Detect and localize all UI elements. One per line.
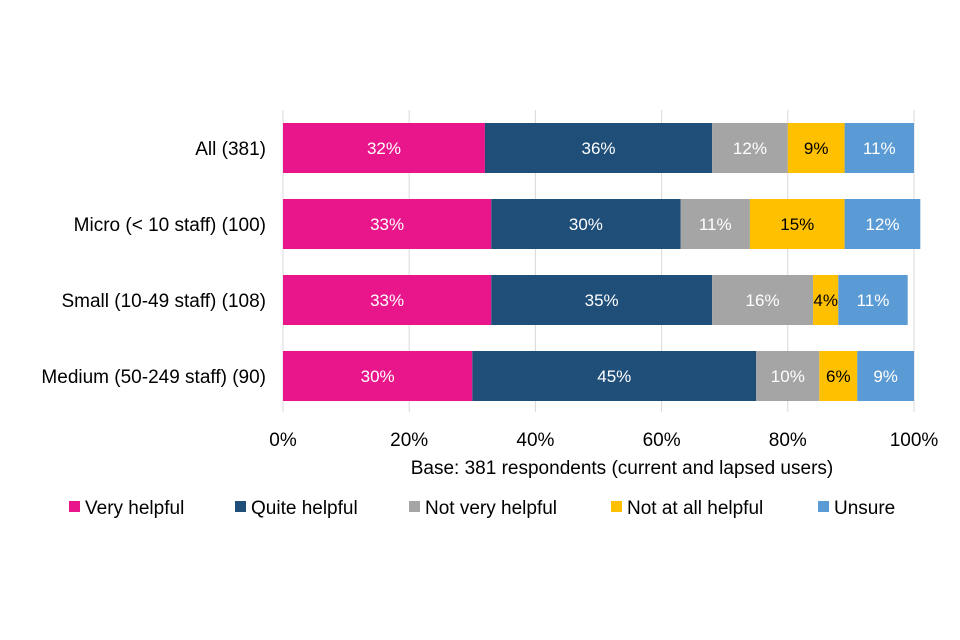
data-label: 4% <box>813 291 838 310</box>
bar-segment <box>813 275 839 325</box>
legend-item: Quite helpful <box>235 498 358 519</box>
bar-segment <box>756 351 820 401</box>
x-axis-label: Base: 381 respondents (current and lapse… <box>411 458 833 479</box>
bar-segment <box>819 351 858 401</box>
category-labels: All (381) Micro (< 10 staff) (100) Small (… <box>41 139 266 388</box>
category-label: Small (10-49 staff) (108) <box>61 291 266 312</box>
x-tick-label: 40% <box>516 430 554 451</box>
data-label: 12% <box>865 215 899 234</box>
data-label: 32% <box>367 139 401 158</box>
data-label: 33% <box>370 215 404 234</box>
bar-segment <box>844 199 921 249</box>
x-tick-label: 60% <box>643 430 681 451</box>
legend-label: Unsure <box>834 498 895 519</box>
bar-segment <box>712 123 788 173</box>
x-tick-label: 0% <box>269 430 297 451</box>
data-label: 11% <box>699 215 732 234</box>
legend-swatch <box>409 501 420 512</box>
bar-segment <box>283 123 485 173</box>
legend-label: Not at all helpful <box>627 498 763 519</box>
data-label: 10% <box>771 367 805 386</box>
bar-segment <box>283 199 492 249</box>
data-label: 11% <box>857 291 890 310</box>
data-label: 9% <box>804 139 829 158</box>
data-label: 11% <box>863 139 896 158</box>
bar-segment <box>680 199 750 249</box>
bar-segment <box>844 123 914 173</box>
legend-item: Not at all helpful <box>611 498 763 519</box>
data-label: 35% <box>585 291 619 310</box>
bar-segment <box>472 351 757 401</box>
bar-segment <box>749 199 845 249</box>
bar-segment <box>787 123 845 173</box>
bar-segment <box>484 123 713 173</box>
bar-segment <box>838 275 908 325</box>
bar-segment <box>283 351 473 401</box>
legend: Very helpful Quite helpful Not very helpfu… <box>69 498 895 519</box>
data-label: 30% <box>569 215 603 234</box>
legend-label: Not very helpful <box>425 498 557 519</box>
category-label: Medium (50-249 staff) (90) <box>41 367 266 388</box>
data-label: 36% <box>581 139 615 158</box>
legend-swatch <box>69 501 80 512</box>
data-label: 15% <box>780 215 814 234</box>
bar-segment <box>491 275 713 325</box>
data-label: 16% <box>746 291 780 310</box>
bar-segment <box>857 351 914 401</box>
bar-segment <box>712 275 814 325</box>
bar-segment <box>283 275 492 325</box>
legend-swatch <box>611 501 622 512</box>
category-label: Micro (< 10 staff) (100) <box>74 215 266 236</box>
x-axis-ticks: 0% 20% 40% 60% 80% 100% <box>269 430 938 451</box>
x-tick-label: 20% <box>390 430 428 451</box>
data-label: 30% <box>361 367 395 386</box>
bars: 32% 36% 12% 9% 11% 33% 30% 11% 15% 12% 33% 35% 16% 4%… <box>283 123 921 401</box>
legend-item: Unsure <box>818 498 895 519</box>
legend-swatch <box>818 501 829 512</box>
legend-item: Not very helpful <box>409 498 557 519</box>
data-label: 45% <box>597 367 631 386</box>
data-label: 33% <box>370 291 404 310</box>
data-label: 6% <box>826 367 851 386</box>
bar-segment <box>491 199 681 249</box>
x-tick-label: 100% <box>890 430 939 451</box>
data-label: 9% <box>873 367 898 386</box>
legend-swatch <box>235 501 246 512</box>
legend-label: Quite helpful <box>251 498 358 519</box>
legend-item: Very helpful <box>69 498 184 519</box>
category-label: All (381) <box>195 139 266 160</box>
legend-label: Very helpful <box>85 498 184 519</box>
data-label: 12% <box>733 139 767 158</box>
x-tick-label: 80% <box>769 430 807 451</box>
